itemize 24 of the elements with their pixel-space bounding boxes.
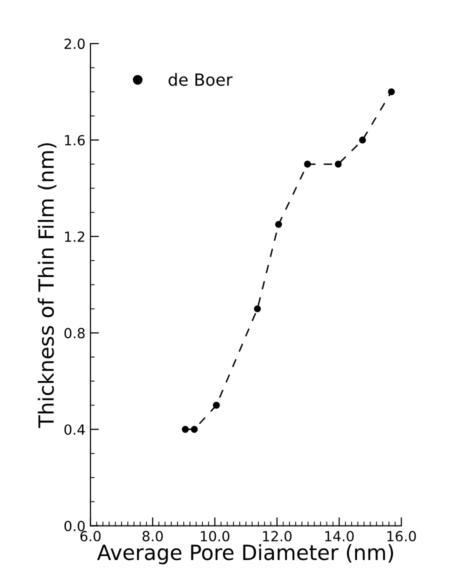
point: [190, 426, 198, 433]
x-tick-label: 8.0: [142, 530, 163, 542]
x-tick-label: 12.0: [263, 530, 292, 542]
y-tick-label: 2.0: [64, 38, 85, 50]
point: [304, 160, 311, 168]
x-tick-label: 14.0: [325, 530, 354, 542]
y-tick-label: 0.4: [64, 424, 85, 435]
x-tick-label: 16.0: [387, 530, 416, 542]
y-tick-label: 1.6: [65, 134, 85, 146]
point: [212, 402, 220, 409]
point: [334, 160, 342, 168]
point: [359, 136, 366, 144]
point: [254, 305, 261, 312]
x-tick-label: 6.0: [80, 530, 101, 542]
x-axis-title: Average Pore Diameter (nm): [97, 544, 394, 564]
y-tick-label: 0.8: [64, 328, 85, 338]
x-tick-label: 10.0: [200, 530, 230, 542]
y-axis-title: Thickness of Thin Film (nm): [38, 143, 56, 428]
y-tick-label: 1.2: [65, 231, 84, 242]
point: [388, 88, 395, 96]
point: [275, 220, 282, 228]
y-tick-label: 0.0: [64, 520, 85, 532]
legend-label: de Boer: [168, 73, 233, 86]
point: [182, 426, 189, 433]
